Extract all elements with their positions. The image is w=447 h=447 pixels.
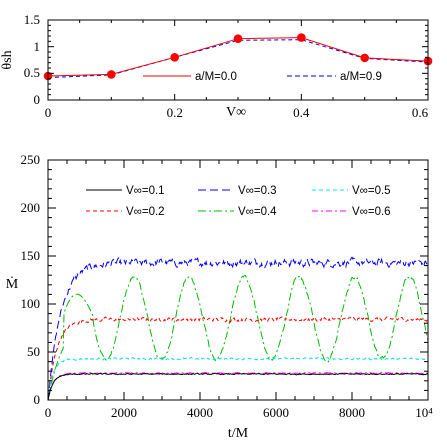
legend-label-v03: V∞=0.3 bbox=[238, 185, 277, 197]
bottom-plot-area bbox=[47, 256, 429, 401]
top-x-axis-label: V∞ bbox=[226, 105, 246, 120]
bottom-y-tick-label: 200 bbox=[21, 200, 41, 215]
legend-label-v01: V∞=0.1 bbox=[126, 185, 165, 197]
bottom-x-tick-label: 8000 bbox=[339, 405, 365, 420]
top-y-tick-label: 0.5 bbox=[24, 65, 40, 80]
data-point bbox=[297, 33, 306, 42]
bottom-legend: V∞=0.1 V∞=0.2 V∞=0.3 V∞=0.4 V∞=0.5 V∞=0.… bbox=[86, 185, 391, 218]
top-legend: a/M=0.0 a/M=0.9 bbox=[143, 71, 382, 83]
legend-label-a09: a/M=0.9 bbox=[340, 71, 382, 83]
top-x-tick-label: 0 bbox=[45, 105, 52, 120]
bottom-chart: 0 2000 4000 6000 8000 10⁴ 0 50 100 150 2… bbox=[6, 152, 433, 441]
series-line bbox=[47, 256, 429, 401]
bottom-y-tick-label: 250 bbox=[21, 152, 41, 167]
series-line bbox=[47, 356, 429, 401]
legend-label-v04: V∞=0.4 bbox=[238, 206, 277, 218]
bottom-y-tick-label: 50 bbox=[27, 344, 40, 359]
top-y-tick-label: 1.5 bbox=[24, 12, 40, 27]
bottom-x-tick-label: 2000 bbox=[111, 405, 137, 420]
data-point bbox=[360, 53, 369, 63]
bottom-x-tick-label: 4000 bbox=[187, 405, 213, 420]
legend-label-v02: V∞=0.2 bbox=[126, 206, 165, 218]
legend-label-v05: V∞=0.5 bbox=[352, 185, 391, 197]
series-line bbox=[47, 274, 429, 401]
top-chart: 0 0.2 0.4 0.6 0 0.5 1 1.5 V∞ θsh a/M=0.0… bbox=[0, 12, 433, 120]
top-x-tick-label: 0.4 bbox=[293, 105, 310, 120]
bottom-y-tick-label: 0 bbox=[34, 392, 41, 407]
bottom-y-axis-label: Ṁ bbox=[6, 276, 19, 292]
top-x-tick-label: 0.6 bbox=[412, 105, 429, 120]
bottom-x-tick-label: 6000 bbox=[263, 405, 289, 420]
bottom-x-tick-label: 10⁴ bbox=[415, 405, 433, 420]
bottom-y-tick-label: 150 bbox=[21, 248, 41, 263]
series-line bbox=[47, 371, 429, 401]
data-point bbox=[107, 70, 116, 79]
legend-label-v06: V∞=0.6 bbox=[352, 206, 391, 218]
series-line bbox=[47, 372, 429, 401]
top-y-tick-label: 0 bbox=[34, 92, 41, 107]
legend-label-a0: a/M=0.0 bbox=[195, 71, 237, 83]
series-line bbox=[47, 316, 429, 401]
bottom-y-tick-label: 100 bbox=[21, 296, 41, 311]
top-y-tick-label: 1 bbox=[34, 39, 41, 54]
data-point bbox=[170, 53, 179, 62]
top-x-tick-label: 0.2 bbox=[167, 105, 183, 120]
top-y-axis-label: θsh bbox=[0, 50, 15, 69]
top-tick-marks bbox=[47, 19, 429, 101]
data-point bbox=[233, 34, 243, 43]
top-plot-area bbox=[43, 33, 433, 81]
bottom-x-tick-label: 0 bbox=[45, 405, 52, 420]
bottom-tick-marks bbox=[47, 159, 429, 401]
bottom-x-axis-label: t/M bbox=[228, 426, 249, 441]
